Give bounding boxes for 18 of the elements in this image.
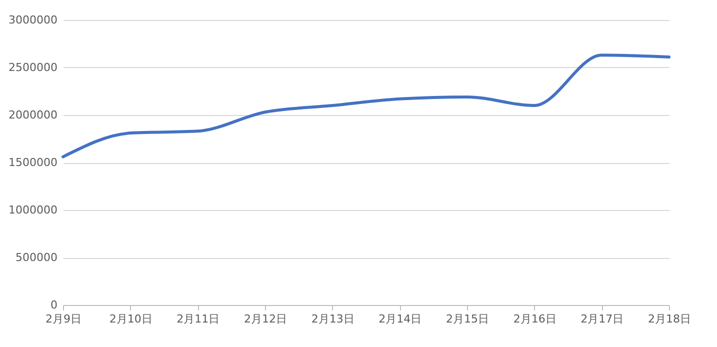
y-tick-label: 1500000 — [8, 156, 58, 169]
line-series — [62, 54, 670, 158]
x-tick-label: 2月15日 — [446, 312, 489, 326]
y-tick-label: 2000000 — [8, 108, 58, 122]
x-tick-label: 2月14日 — [378, 312, 422, 326]
y-tick-label: 500000 — [16, 251, 58, 264]
x-tick-label: 2月16日 — [513, 312, 556, 326]
y-tick-label: 2500000 — [8, 61, 58, 74]
x-tick-label: 2月17日 — [580, 312, 624, 326]
y-tick-label: 0 — [50, 298, 58, 312]
x-tick-label: 2月18日 — [648, 312, 691, 326]
x-tick-label: 2月12日 — [244, 312, 287, 326]
x-tick-label: 2月10日 — [109, 312, 152, 326]
y-tick-label: 1000000 — [8, 204, 58, 216]
x-tick-label: 2月11日 — [176, 312, 220, 326]
x-tick-label: 2月9日 — [46, 312, 82, 326]
y-tick-label: 3000000 — [8, 14, 58, 26]
x-tick-label: 2月13日 — [311, 312, 354, 326]
